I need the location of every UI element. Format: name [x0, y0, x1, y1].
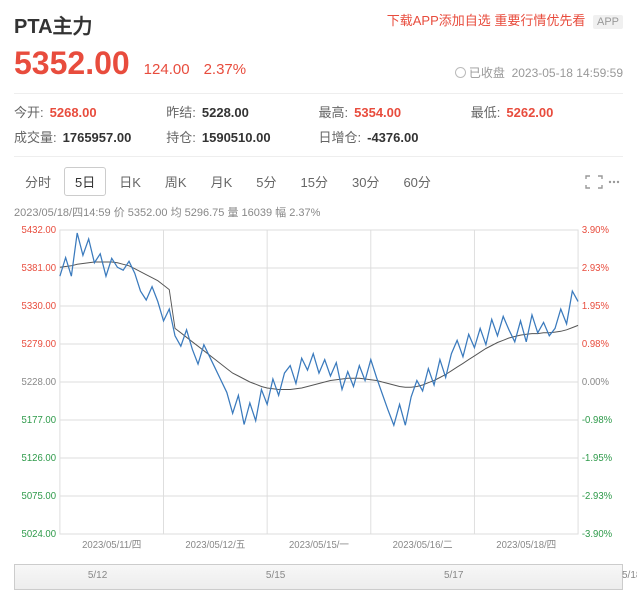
svg-text:5432.00: 5432.00	[22, 225, 57, 236]
instrument-title: PTA主力	[14, 10, 93, 39]
svg-text:5381.00: 5381.00	[22, 263, 57, 274]
price-chart: 5432.00 3.90% 5381.00 2.93% 5330.00 1.95% 5279…	[14, 222, 623, 562]
svg-text:2.93%: 2.93%	[582, 263, 609, 274]
tab-月K[interactable]: 月K	[200, 167, 244, 196]
stats-grid: 今开:5268.00昨结:5228.00最高:5354.00最低:5262.00…	[14, 93, 623, 157]
svg-text:3.90%: 3.90%	[582, 225, 609, 236]
tab-5分[interactable]: 5分	[245, 167, 287, 196]
svg-text:1.95%: 1.95%	[582, 301, 609, 312]
stat-item: 今开:5268.00	[14, 102, 166, 121]
stat-item: 最低:5262.00	[471, 102, 623, 121]
svg-text:0.00%: 0.00%	[582, 377, 609, 388]
svg-text:5024.00: 5024.00	[22, 529, 57, 540]
svg-text:2023/05/15/一: 2023/05/15/一	[289, 540, 349, 551]
svg-text:-2.93%: -2.93%	[582, 491, 613, 502]
svg-text:-1.95%: -1.95%	[582, 453, 613, 464]
svg-text:0.98%: 0.98%	[582, 339, 609, 350]
tab-60分[interactable]: 60分	[392, 167, 441, 196]
expand-icon[interactable]	[585, 175, 603, 189]
app-badge: APP	[593, 15, 623, 29]
price-change-pct: 2.37%	[204, 61, 247, 78]
stat-item: 最高:5354.00	[319, 102, 471, 121]
tab-5日[interactable]: 5日	[64, 167, 106, 196]
stat-item: 成交量:1765957.00	[14, 127, 166, 146]
svg-text:2023/05/11/四: 2023/05/11/四	[82, 540, 141, 551]
price-change: 124.00	[144, 61, 190, 78]
last-price: 5352.00	[14, 45, 130, 82]
svg-text:-0.98%: -0.98%	[582, 415, 613, 426]
svg-text:2023/05/18/四: 2023/05/18/四	[496, 540, 556, 551]
svg-text:5279.00: 5279.00	[22, 339, 57, 350]
tab-分时[interactable]: 分时	[14, 167, 62, 196]
interval-tabs: 分时5日日K周K月K5分15分30分60分	[14, 167, 623, 196]
chart-meta: 2023/05/18/四14:59 价 5352.00 均 5296.75 量 …	[14, 204, 623, 220]
status-timestamp: 2023-05-18 14:59:59	[512, 66, 623, 80]
timeline-scrubber[interactable]: 5/125/155/175/18	[14, 564, 623, 590]
tab-15分[interactable]: 15分	[290, 167, 339, 196]
tab-30分[interactable]: 30分	[341, 167, 390, 196]
promo-link[interactable]: 下载APP添加自选 重要行情优先看 APP	[387, 10, 623, 29]
tab-周K[interactable]: 周K	[154, 167, 198, 196]
svg-text:5228.00: 5228.00	[22, 377, 57, 388]
svg-text:5075.00: 5075.00	[22, 491, 57, 502]
svg-text:5330.00: 5330.00	[22, 301, 57, 312]
stat-item: 持仓:1590510.00	[166, 127, 318, 146]
svg-text:-3.90%: -3.90%	[582, 529, 613, 540]
svg-text:2023/05/16/二: 2023/05/16/二	[393, 540, 453, 551]
tab-日K[interactable]: 日K	[108, 167, 152, 196]
stat-item: 日增仓:-4376.00	[319, 127, 471, 146]
svg-text:5177.00: 5177.00	[22, 415, 57, 426]
svg-text:5126.00: 5126.00	[22, 453, 57, 464]
clock-icon	[455, 67, 466, 78]
stat-item: 昨结:5228.00	[166, 102, 318, 121]
settings-icon[interactable]	[605, 175, 623, 189]
svg-text:2023/05/12/五: 2023/05/12/五	[185, 540, 245, 551]
